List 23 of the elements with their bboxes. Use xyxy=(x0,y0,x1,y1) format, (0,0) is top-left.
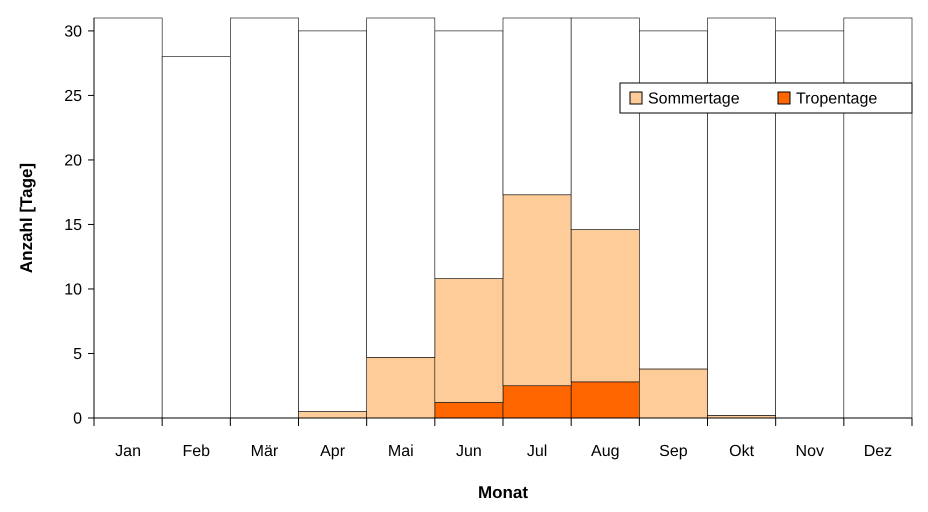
y-tick-label: 10 xyxy=(64,282,82,299)
x-tick-label: Mär xyxy=(250,443,279,460)
legend-label: Sommertage xyxy=(648,90,740,108)
x-tick-label: Aug xyxy=(591,443,620,460)
y-tick-label: 5 xyxy=(73,346,82,364)
x-tick-label: Apr xyxy=(320,443,346,460)
x-tick-label: Mai xyxy=(388,443,414,460)
legend-label: Tropentage xyxy=(796,90,878,108)
y-tick-label: 20 xyxy=(64,152,82,170)
x-tick-label: Jul xyxy=(526,443,548,460)
y-tick-label: 30 xyxy=(64,24,82,41)
y-axis-title: Anzahl [Tage] xyxy=(17,162,36,274)
x-tick-label: Okt xyxy=(729,443,755,460)
y-tick-label: 0 xyxy=(73,410,82,428)
x-tick-label: Jun xyxy=(456,443,482,460)
x-tick-label: Jan xyxy=(115,443,141,460)
y-tick-label: 25 xyxy=(64,88,82,106)
x-axis-title: Monat xyxy=(478,483,528,502)
y-tick-label: 15 xyxy=(64,217,82,234)
x-tick-label: Sep xyxy=(659,443,688,460)
x-tick-label: Nov xyxy=(796,443,824,460)
x-tick-label: Feb xyxy=(182,443,210,460)
x-tick-label: Dez xyxy=(864,443,892,460)
